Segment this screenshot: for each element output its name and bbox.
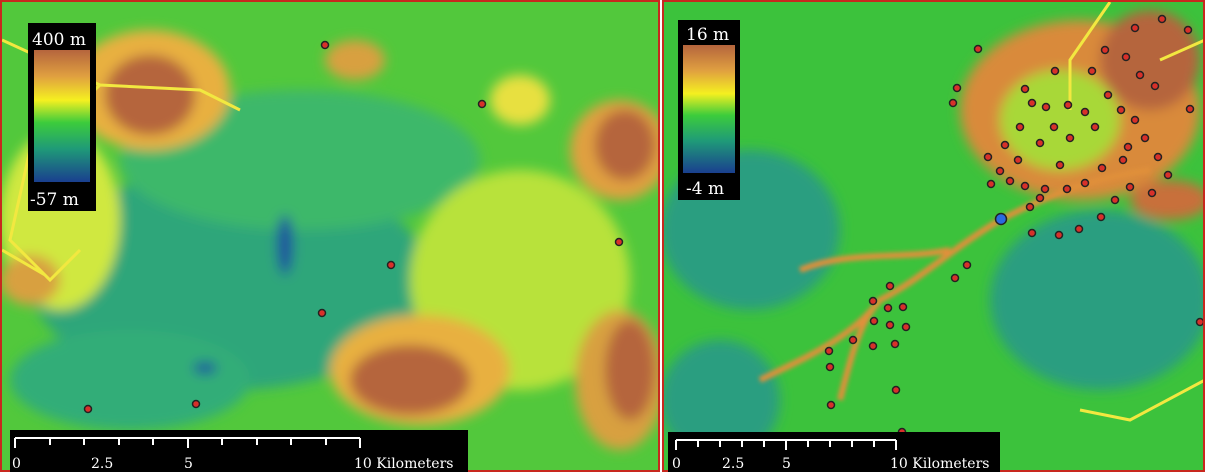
scale-bar: 0 2.5 5 10 Kilometers [10, 430, 468, 472]
left-map: 400 m -57 m 0 2.5 5 10 Kilometers [0, 0, 670, 472]
scale-bar: 0 2.5 5 10 Kilometers [668, 432, 1000, 472]
scale-label: 0 [12, 456, 21, 472]
legend: 16 m -4 m [678, 20, 740, 200]
right-map: 16 m -4 m 0 2.5 5 10 Kilometers [660, 0, 1205, 472]
legend-max: 16 m [686, 25, 729, 45]
map-figure: 400 m -57 m 0 2.5 5 10 Kilometers [0, 0, 1205, 472]
scale-label: 10 Kilometers [354, 456, 453, 472]
legend-max: 400 m [32, 30, 86, 50]
scale-label: 2.5 [722, 456, 744, 472]
color-ramp [683, 45, 735, 173]
color-ramp [34, 50, 90, 182]
scale-label: 5 [184, 456, 193, 472]
scale-label: 0 [672, 456, 681, 472]
scale-label: 10 Kilometers [890, 456, 989, 472]
scale-label: 5 [782, 456, 791, 472]
legend: 400 m -57 m [28, 23, 96, 211]
scale-label: 2.5 [91, 456, 113, 472]
legend-min: -4 m [686, 179, 724, 199]
legend-min: -57 m [30, 190, 79, 210]
